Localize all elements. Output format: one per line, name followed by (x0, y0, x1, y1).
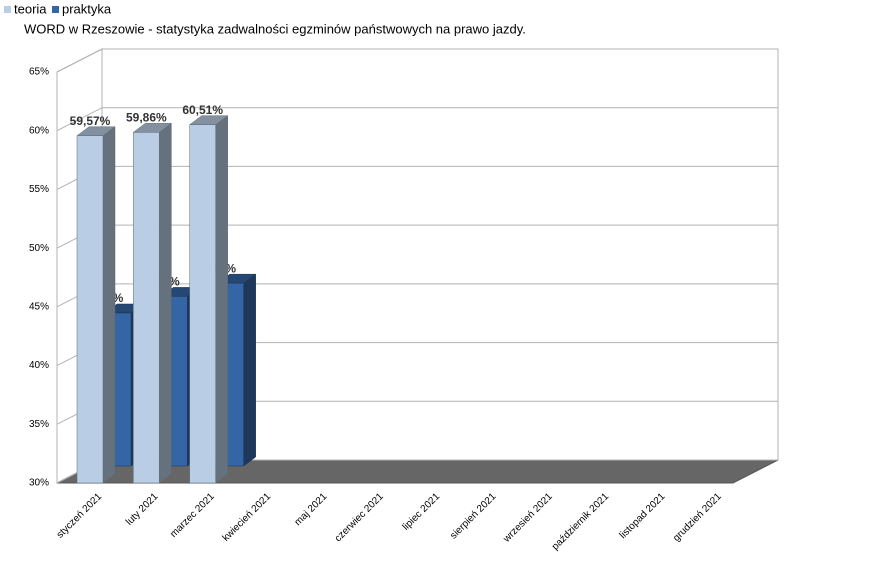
value-label: 60,51% (182, 103, 223, 117)
x-tick-label: kwiecień 2021 (221, 491, 274, 544)
legend-swatch (4, 6, 11, 13)
y-tick-label: 50% (29, 243, 49, 254)
x-tick-label: maj 2021 (293, 491, 330, 528)
y-tick-label: 45% (29, 301, 49, 312)
x-tick-label: luty 2021 (124, 491, 161, 528)
x-tick-label: listopad 2021 (618, 491, 668, 541)
y-tick-label: 60% (29, 125, 49, 136)
y-tick-label: 40% (29, 360, 49, 371)
bar-face (159, 122, 172, 484)
legend-swatch (52, 6, 59, 13)
bar-face (243, 273, 256, 467)
value-label: 59,57% (70, 114, 111, 128)
grid-line (56, 107, 778, 132)
bar (76, 126, 116, 484)
legend-label: praktyka (62, 1, 112, 16)
y-tick-label: 35% (29, 419, 49, 430)
value-label: 59,86% (126, 111, 167, 125)
x-tick-label: marzec 2021 (168, 491, 217, 540)
chart-title: WORD w Rzeszowie - statystyka zadwalnośc… (24, 21, 526, 36)
y-tick-label: 55% (29, 184, 49, 195)
x-tick-label: czerwiec 2021 (333, 491, 386, 544)
bar-face (102, 126, 116, 484)
y-tick-label: 30% (29, 478, 49, 489)
bar-face (215, 115, 228, 484)
bar-face (133, 132, 160, 484)
x-tick-label: październik 2021 (550, 491, 612, 553)
grid-line (56, 48, 778, 73)
x-tick-label: lipiec 2021 (401, 491, 443, 533)
y-tick-label: 65% (29, 67, 49, 78)
bar (132, 122, 173, 484)
x-tick-label: wrzesień 2021 (501, 491, 555, 545)
x-tick-label: styczeń 2021 (55, 491, 105, 541)
bar (188, 115, 229, 484)
x-tick-label: grudzień 2021 (671, 491, 724, 544)
bar-face (76, 135, 104, 484)
bar-face (189, 124, 216, 484)
legend-label: teoria (14, 1, 47, 16)
x-tick-label: sierpień 2021 (448, 491, 499, 542)
